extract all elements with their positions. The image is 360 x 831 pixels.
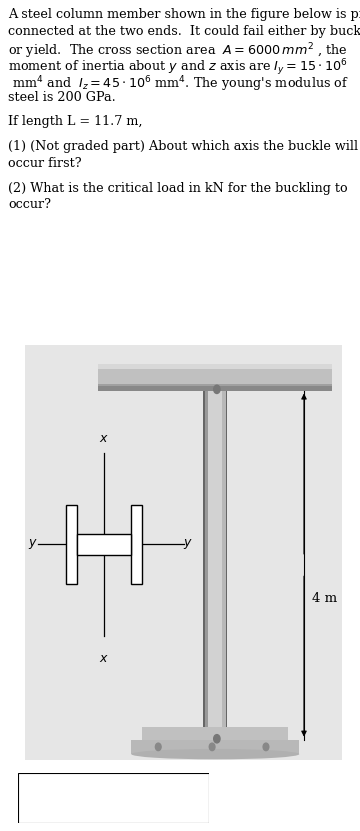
Bar xyxy=(98,386,333,391)
Text: A steel column member shown in the figure below is pin-: A steel column member shown in the figur… xyxy=(8,8,360,21)
Bar xyxy=(98,364,333,369)
Bar xyxy=(131,740,299,755)
Text: connected at the two ends.  It could fail either by buckle: connected at the two ends. It could fail… xyxy=(8,25,360,37)
Circle shape xyxy=(156,743,161,750)
Circle shape xyxy=(214,386,220,394)
Bar xyxy=(98,384,333,386)
Text: or yield.  The cross section area  $A = 6000\,mm^2$ , the: or yield. The cross section area $A = 60… xyxy=(8,41,347,61)
Text: (1) (Not graded part) About which axis the buckle will: (1) (Not graded part) About which axis t… xyxy=(8,140,358,153)
Bar xyxy=(205,391,208,727)
Ellipse shape xyxy=(131,749,299,760)
Bar xyxy=(208,391,222,727)
Bar xyxy=(143,727,288,740)
Bar xyxy=(98,364,333,391)
Text: 4 m: 4 m xyxy=(312,592,337,605)
Text: If length L = 11.7 m,: If length L = 11.7 m, xyxy=(8,116,143,129)
Text: $x$: $x$ xyxy=(99,652,109,666)
Bar xyxy=(203,391,205,727)
Text: $y$: $y$ xyxy=(28,538,38,551)
Text: occur?: occur? xyxy=(8,198,51,211)
Circle shape xyxy=(209,743,215,750)
Text: $y$: $y$ xyxy=(184,538,193,551)
Circle shape xyxy=(263,743,269,750)
Text: occur first?: occur first? xyxy=(8,157,82,170)
Text: (2) What is the critical load in kN for the buckling to: (2) What is the critical load in kN for … xyxy=(8,181,348,194)
Bar xyxy=(77,534,131,555)
Bar xyxy=(222,391,226,727)
Text: mm$^4$ and  $I_z = 45 \cdot 10^6$ mm$^4$. The young's modulus of: mm$^4$ and $I_z = 45 \cdot 10^6$ mm$^4$.… xyxy=(8,74,349,94)
Bar xyxy=(226,391,227,727)
Text: $x$: $x$ xyxy=(99,431,109,445)
Text: steel is 200 GPa.: steel is 200 GPa. xyxy=(8,91,116,104)
Bar xyxy=(66,504,77,583)
Circle shape xyxy=(214,735,220,743)
Text: moment of inertia about $y$ and $z$ axis are $I_y = 15 \cdot 10^6$: moment of inertia about $y$ and $z$ axis… xyxy=(8,57,348,78)
Bar xyxy=(131,504,143,583)
